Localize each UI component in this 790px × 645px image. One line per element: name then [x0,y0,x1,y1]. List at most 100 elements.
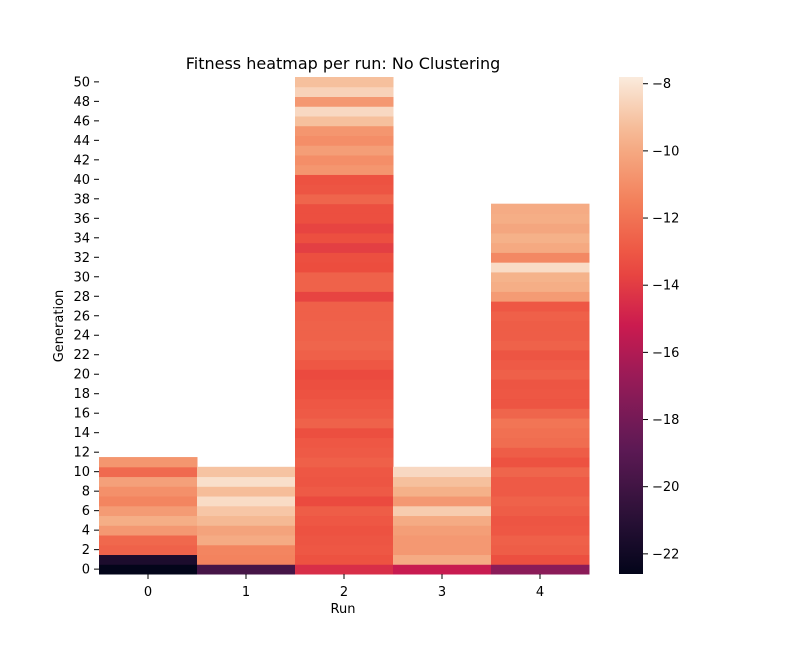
colorbar-tick-label: −14 [652,279,679,294]
heatmap-cell [99,525,198,536]
heatmap-cell [491,252,590,263]
heatmap-cell [295,408,394,419]
heatmap-cell [393,544,492,556]
x-axis: 0 1 2 3 4 [144,574,544,600]
heatmap-cell [491,398,590,409]
heatmap-cell [295,154,394,166]
heatmap-cell [491,281,590,292]
heatmap-cell [295,232,394,244]
heatmap-cell [491,213,590,224]
heatmap-cell [99,466,198,478]
y-tick-label: 34 [73,231,90,246]
heatmap-cell [295,174,394,185]
heatmap-cell [197,505,296,517]
heatmap-cell [295,418,394,429]
heatmap-cell [295,535,394,546]
y-tick-label: 8 [82,485,90,500]
heatmap-cell [295,271,394,283]
heatmap-cell [197,515,296,526]
y-tick-label: 0 [82,563,90,578]
heatmap-cell [99,535,198,546]
heatmap-cell [295,515,394,526]
chart-title: Fitness heatmap per run: No Clustering [186,54,501,73]
heatmap-cell [295,437,394,448]
heatmap-cell [491,476,590,487]
heatmap-cell [99,476,198,487]
x-tick-label: 3 [438,585,446,600]
heatmap-cell [491,535,590,546]
y-tick-label: 40 [73,173,90,188]
heatmap-cell [393,564,492,575]
colorbar-axis: −22 −20 −18 −16 −14 −12 −10 −8 [643,77,679,562]
heatmap-cell [295,301,394,312]
heatmap-cell [295,544,394,556]
y-tick-label: 36 [73,212,90,227]
y-tick-label: 16 [73,407,90,422]
heatmap-cell [99,505,198,517]
heatmap-cell [491,496,590,507]
heatmap-cell [295,466,394,478]
heatmap-cell [491,379,590,390]
heatmap-cell [99,486,198,497]
heatmap-cell [295,125,394,136]
y-tick-label: 50 [73,75,90,90]
heatmap-cell [99,496,198,507]
x-tick-label: 1 [242,585,250,600]
heatmap-cell [295,223,394,234]
heatmap-cell [393,486,492,497]
heatmap-cell [295,145,394,156]
heatmap-cell [491,447,590,458]
y-tick-label: 12 [73,446,90,461]
heatmap-cell [197,544,296,556]
heatmap-cell [491,466,590,478]
x-tick-label: 2 [340,585,348,600]
y-tick-label: 4 [82,524,90,539]
heatmap-cell [295,281,394,292]
heatmap-cell [491,427,590,439]
heatmap-cell [393,505,492,517]
colorbar-tick-label: −8 [652,77,671,92]
heatmap-cell [295,457,394,468]
heatmap-cell [295,525,394,536]
heatmap-cell [295,135,394,146]
y-tick-label: 14 [73,426,90,441]
heatmap-cell [491,388,590,400]
colorbar-tick-label: −18 [652,413,679,428]
x-axis-label: Run [331,602,356,617]
heatmap-cell [491,340,590,351]
y-tick-label: 26 [73,309,90,324]
y-tick-label: 32 [73,251,90,266]
heatmap-cell [197,564,296,575]
heatmap-cell [491,359,590,370]
colorbar [619,77,643,574]
heatmap-cell [99,564,198,575]
heatmap-cell [99,515,198,526]
heatmap-cell [491,320,590,331]
heatmap-cell [295,554,394,565]
heatmap-cell [295,106,394,117]
colorbar-tick-label: −10 [652,144,679,159]
y-tick-label: 24 [73,329,90,344]
heatmap-cell [197,535,296,546]
heatmap-cell [295,77,394,88]
heatmap-cell [295,242,394,253]
y-tick-label: 48 [73,95,90,110]
heatmap-cell [295,496,394,507]
heatmap-cell [393,525,492,536]
y-tick-label: 30 [73,270,90,285]
heatmap-cell [295,398,394,409]
heatmap-cell [295,115,394,127]
heatmap-cell [393,476,492,487]
heatmap-cell [491,310,590,322]
heatmap-cell [295,359,394,370]
heatmap-cell [295,252,394,263]
heatmap-cell [99,554,198,565]
y-axis: 0246810121416182022242628303234363840424… [73,75,99,578]
y-tick-label: 2 [82,543,90,558]
heatmap-cell [491,544,590,556]
heatmap-cell [393,496,492,507]
heatmap-cell [393,535,492,546]
heatmap-cell [295,564,394,575]
y-tick-label: 20 [73,368,90,383]
heatmap-cell [295,96,394,107]
